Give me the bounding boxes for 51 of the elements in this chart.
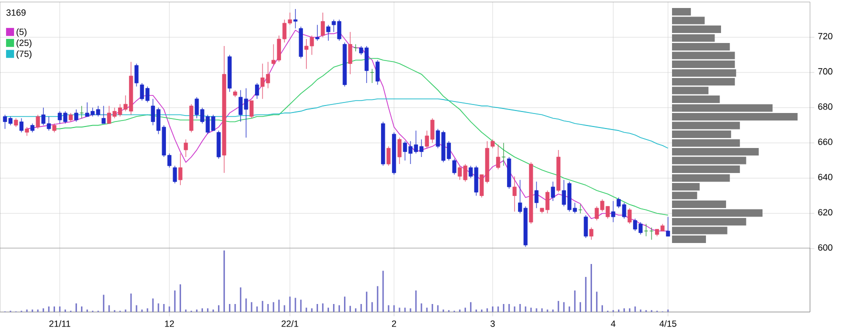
candlestick (36, 114, 40, 130)
x-tick-label: 12 (165, 320, 174, 327)
candlestick (512, 176, 517, 212)
candlestick (348, 32, 352, 75)
candlestick (386, 146, 391, 166)
candlestick (19, 118, 24, 133)
candlestick (666, 216, 670, 237)
candlestick (184, 139, 188, 158)
x-tick-label: 2 (392, 320, 396, 327)
x-tick-label: 21/11 (49, 320, 70, 327)
candlestick (134, 63, 139, 87)
candlestick (255, 82, 260, 100)
candlestick (293, 8, 298, 29)
y-tick-label: 620 (818, 209, 832, 216)
text: 3169 (6, 9, 26, 16)
y-tick-label: 660 (818, 138, 832, 145)
x-tick-label: 4/15 (659, 320, 676, 327)
candlestick (370, 68, 374, 84)
x-tick-label: 4 (610, 320, 616, 327)
candlestick (496, 144, 500, 170)
candlestick (102, 106, 106, 124)
y-tick-label: 600 (818, 244, 832, 251)
x-tick-label: 22/1 (282, 320, 298, 327)
candlestick (376, 60, 380, 86)
candlestick (628, 208, 632, 224)
candlestick (550, 181, 555, 202)
candlestick (644, 224, 648, 237)
y-tick-label: 700 (818, 68, 832, 75)
candlestick (502, 142, 506, 166)
candlestick (80, 106, 84, 119)
y-tick-label: 680 (818, 103, 832, 110)
legend-label: (75) (16, 50, 32, 59)
y-tick-label: 720 (818, 32, 832, 40)
candlestick (650, 227, 654, 240)
candlestick (320, 12, 325, 38)
y-tick-label: 640 (818, 174, 832, 180)
x-tick-label: 3 (490, 320, 495, 327)
candlestick (452, 158, 456, 175)
candlestick (315, 24, 320, 42)
candlestick (178, 153, 182, 186)
legend-label: (25) (16, 39, 32, 48)
candlestick (611, 200, 616, 222)
candlestick (398, 137, 402, 164)
candlestick (172, 166, 177, 184)
candlestick (74, 109, 78, 122)
candlestick (326, 24, 330, 42)
candlestick (534, 181, 539, 208)
legend-label: (5) (16, 28, 26, 37)
candlestick (589, 227, 594, 240)
candlestick (250, 100, 254, 119)
candlestick (584, 214, 588, 238)
